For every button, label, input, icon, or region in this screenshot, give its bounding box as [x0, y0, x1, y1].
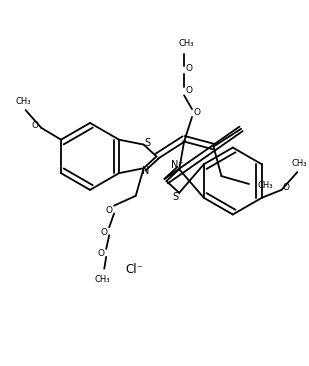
Text: S: S: [145, 138, 150, 147]
Text: CH₃: CH₃: [178, 39, 194, 48]
Text: CH₃: CH₃: [291, 159, 307, 168]
Text: O: O: [185, 64, 193, 73]
Text: CH₃: CH₃: [95, 275, 110, 284]
Text: Cl⁻: Cl⁻: [125, 263, 143, 276]
Text: N: N: [142, 166, 149, 176]
Text: N⁺: N⁺: [171, 160, 184, 170]
Text: O: O: [101, 228, 108, 237]
Text: O: O: [32, 122, 39, 130]
Text: O: O: [185, 86, 193, 95]
Text: O: O: [106, 206, 113, 215]
Text: S: S: [172, 192, 178, 202]
Text: CH₃: CH₃: [257, 182, 273, 190]
Text: O: O: [98, 249, 105, 258]
Text: O: O: [193, 108, 201, 117]
Text: CH₃: CH₃: [16, 97, 31, 106]
Text: O: O: [283, 183, 290, 193]
